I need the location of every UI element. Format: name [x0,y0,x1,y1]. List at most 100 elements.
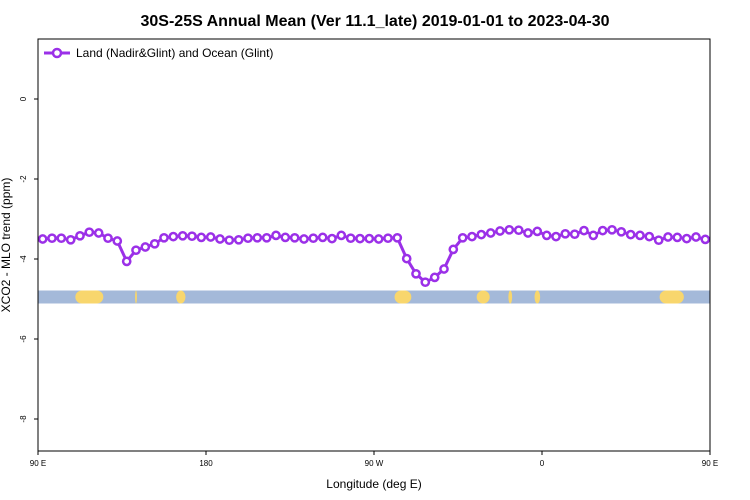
data-point [439,264,449,274]
data-point [84,227,95,238]
data-point [625,229,636,240]
y-axis: 0 -2 -4 -6 -8 [19,96,38,423]
data-point [187,231,197,242]
data-point [261,232,272,243]
data-point [205,232,216,242]
data-point [308,233,319,244]
y-tick-label: -4 [19,255,28,263]
data-point [327,233,337,244]
data-point [579,225,589,236]
data-point [663,232,673,242]
land-segment [534,290,541,304]
data-point [103,233,113,244]
data-point [532,226,543,237]
data-point [607,224,617,235]
data-point [616,226,627,237]
data-point [289,232,300,243]
data-point [448,244,459,255]
data-point [280,232,291,243]
plot-frame [37,38,711,452]
land-segment [659,290,684,304]
data-point [513,225,524,236]
data-point [644,231,655,242]
data-point [541,230,552,241]
data-point [504,224,515,235]
y-axis-label: XCO2 - MLO trend (ppm) [0,178,13,313]
data-point [65,234,76,245]
data-point [252,232,263,243]
data-point [121,256,132,267]
data-point [56,233,67,244]
legend-marker [51,47,63,59]
x-tick-label: 90 E [702,459,718,468]
data-point [345,233,356,244]
data-point [597,225,608,236]
data-point [635,230,645,241]
data-point [224,235,235,246]
x-tick-label: 180 [199,459,213,468]
land-segment [508,290,513,304]
data-point [401,253,412,264]
data-point [476,229,487,240]
data-point [495,226,505,236]
x-tick-label: 90 E [30,459,46,468]
data-point [420,277,431,288]
legend-label: Land (Nadir&Glint) and Ocean (Glint) [76,46,273,60]
data-point [93,228,104,238]
data-point [196,232,207,243]
data-point [364,233,375,244]
x-tick-label: 90 W [365,459,384,468]
land-segment [394,290,412,304]
data-point [37,234,48,244]
data-point [131,245,141,256]
data-point [177,230,188,241]
data-point [317,232,328,243]
data-point [681,233,692,244]
data-point [569,229,580,240]
data-point [485,228,496,238]
y-tick-label: 0 [19,96,28,101]
data-point [299,234,309,244]
data-point [243,233,253,244]
y-tick-label: -6 [19,335,28,343]
data-point [457,232,468,243]
data-point [560,228,571,239]
data-point [355,233,365,244]
data-point [75,230,85,241]
series-layer [37,224,711,288]
y-tick-label: -8 [19,415,28,423]
data-point [373,234,384,244]
data-point [215,234,225,244]
land-segment [75,290,104,304]
data-point [47,233,57,244]
data-point [383,233,393,244]
data-point [411,268,421,279]
land-segment [135,290,137,304]
data-point [140,242,151,252]
y-tick-label: -2 [19,175,28,183]
surface-bar [38,290,710,304]
data-point [523,228,533,238]
data-point [159,232,169,243]
land-segment [176,290,186,304]
data-point [588,230,599,241]
data-point [168,231,179,242]
data-point [112,236,123,246]
chart-title: 30S-25S Annual Mean (Ver 11.1_late) 2019… [141,13,610,30]
data-point [551,231,561,242]
data-point [672,232,683,243]
data-point [149,238,160,249]
legend: Land (Nadir&Glint) and Ocean (Glint) [44,46,273,60]
data-point [700,234,711,245]
data-point [392,232,403,243]
land-segment [476,290,490,304]
data-point [467,231,477,242]
x-axis: 90 E 180 90 W 0 90 E [30,451,718,468]
data-point [429,272,440,283]
data-point [233,234,244,245]
data-point [691,232,701,242]
data-point [271,230,281,241]
data-point [336,230,347,241]
x-tick-label: 0 [540,459,545,468]
